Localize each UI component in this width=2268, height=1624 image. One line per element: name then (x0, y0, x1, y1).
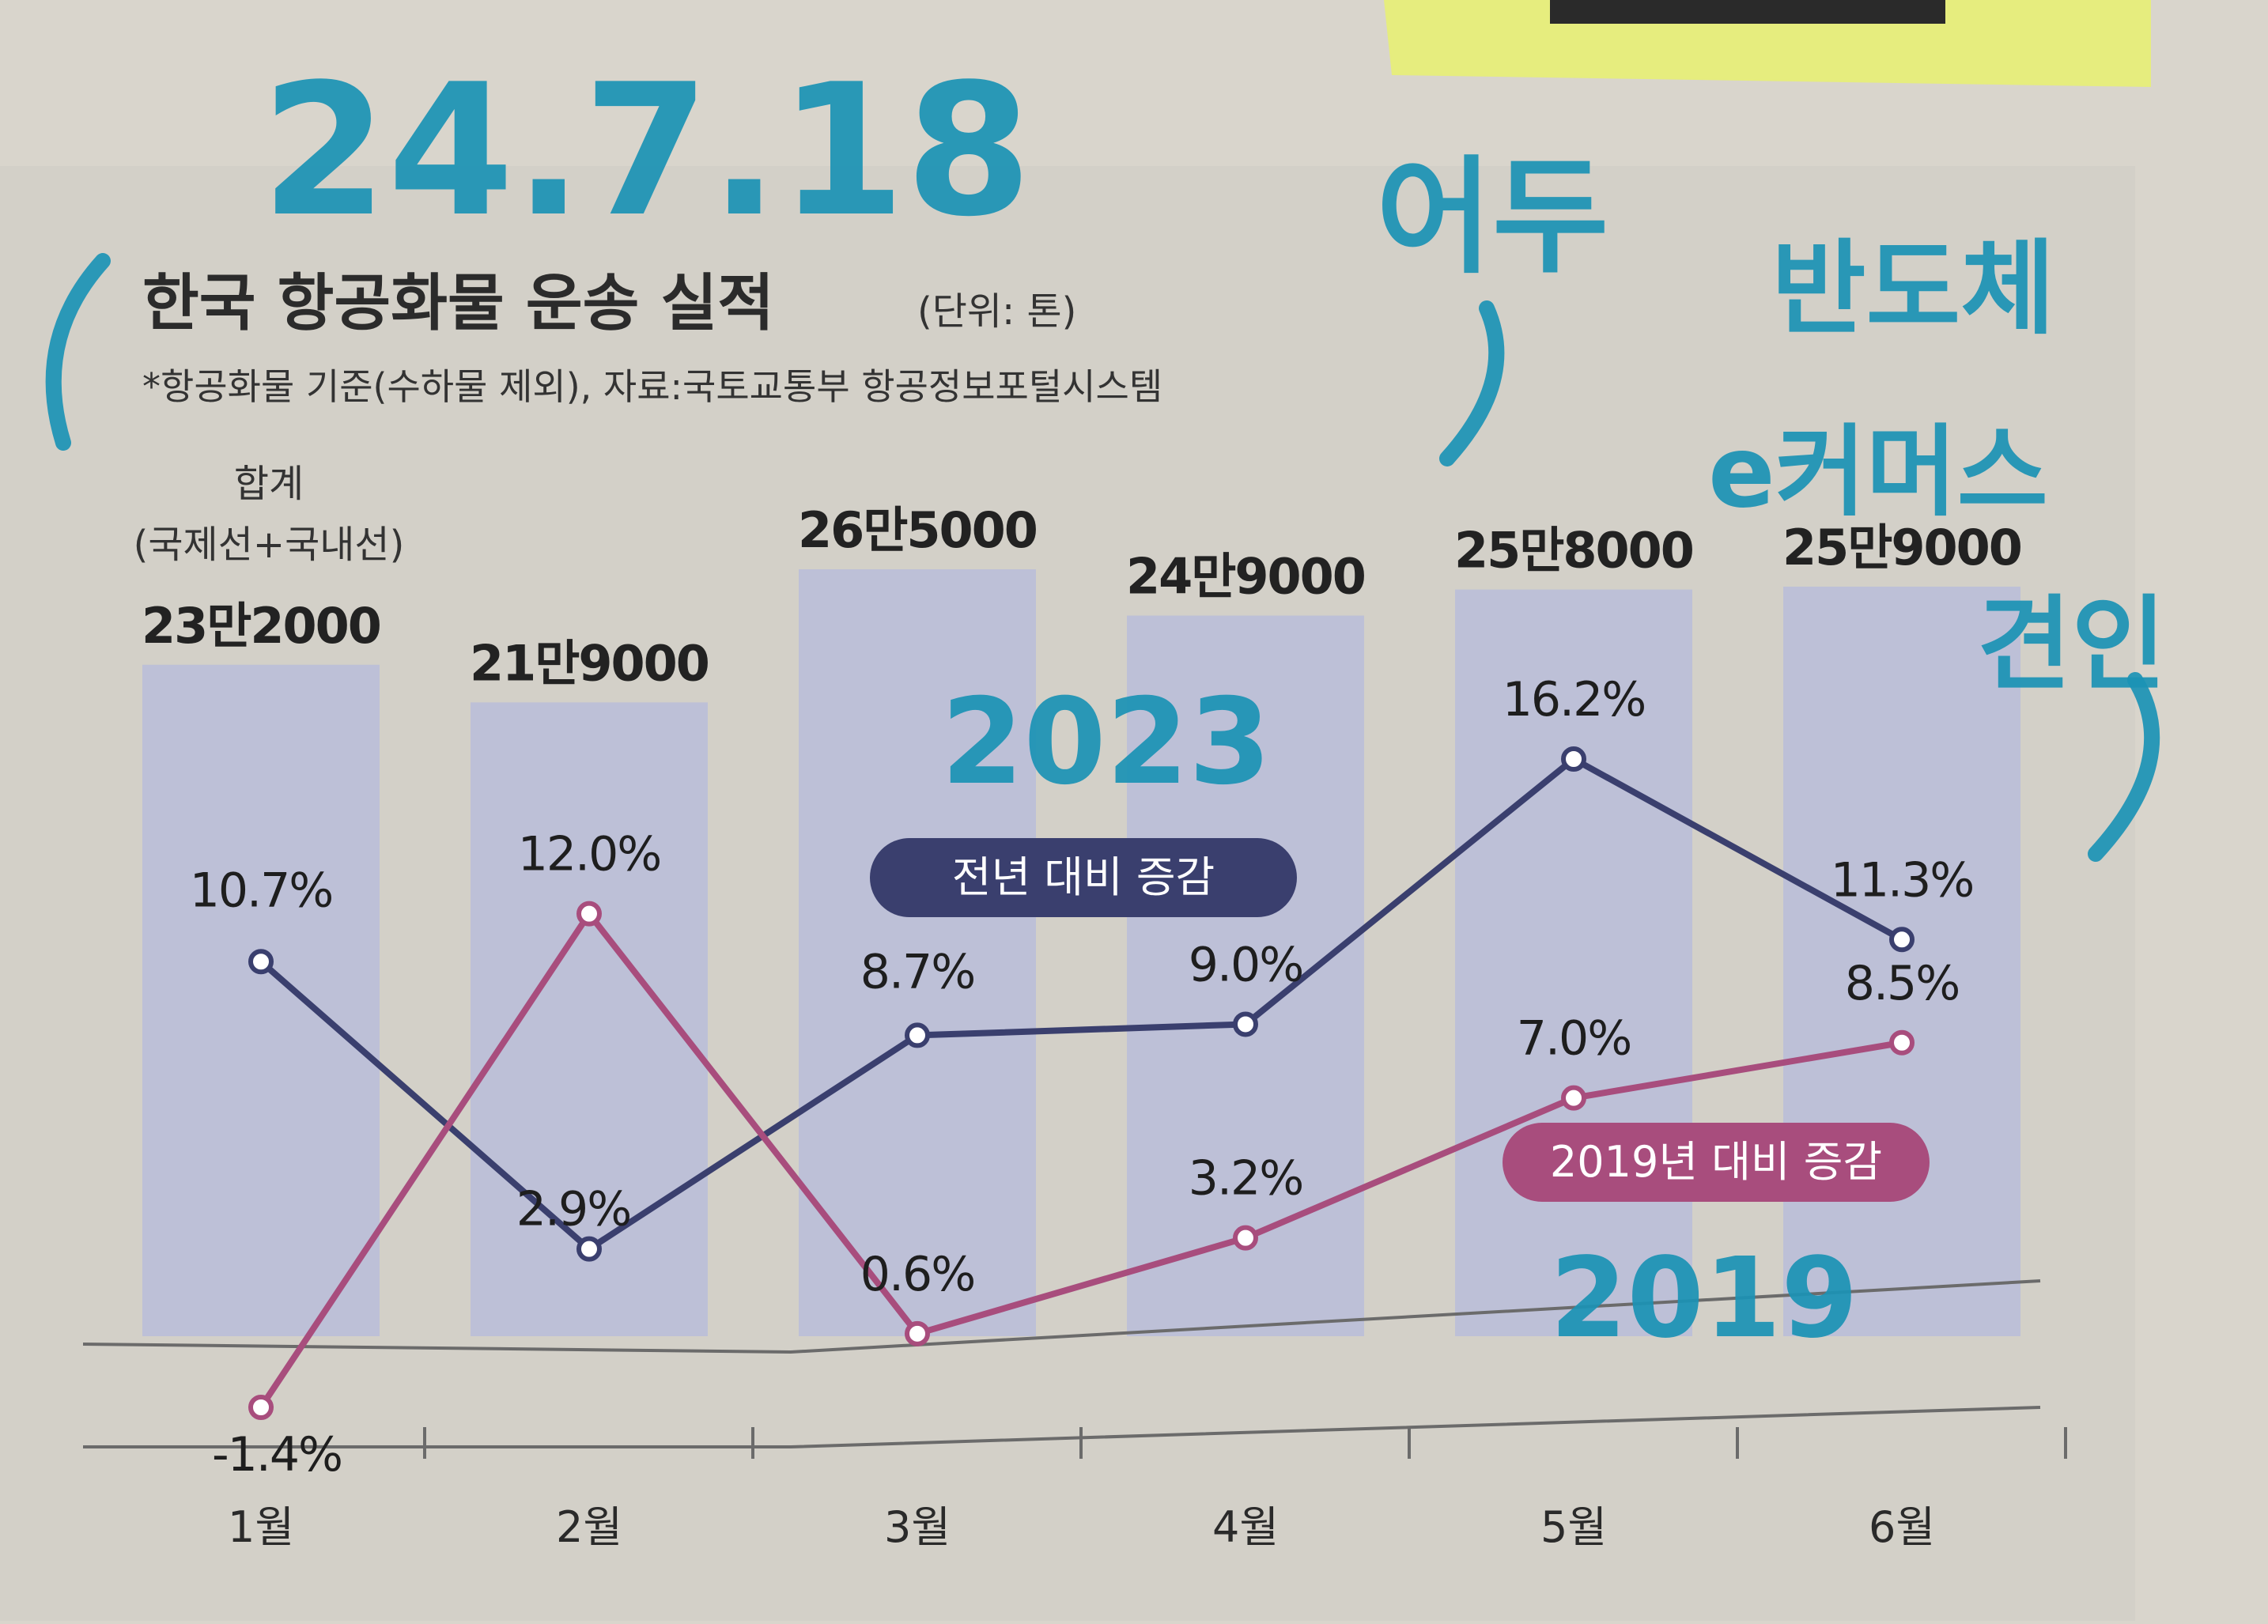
headline-fragment (1550, 0, 1945, 24)
series-1-label-4: 9.0% (1189, 937, 1302, 992)
handwritten-note-2: 반도체 (1771, 228, 2055, 349)
bar-4 (1127, 615, 1364, 1336)
handwritten-year-2023: 2023 (941, 674, 1271, 811)
series-1-label-1: 10.7% (190, 863, 333, 918)
legend-label-1: 전년 대비 증감 (952, 852, 1215, 902)
bar-value-label-3: 26만5000 (798, 501, 1037, 559)
series-1-point-4 (1233, 1011, 1258, 1037)
series-2-point-4 (1233, 1225, 1258, 1251)
month-label-2: 2월 (556, 1502, 622, 1552)
bar-3 (799, 569, 1036, 1336)
bar-1 (142, 664, 380, 1336)
series-2-point-2 (576, 901, 602, 927)
handwritten-close-paren (1439, 300, 1505, 466)
month-axis (83, 1406, 2041, 1448)
series-2-point-6 (1889, 1029, 1915, 1056)
month-label-5: 5월 (1540, 1502, 1607, 1552)
legend-pill-1 (870, 838, 1297, 917)
series-1-point-3 (905, 1022, 930, 1048)
month-label-3: 3월 (884, 1502, 951, 1552)
handwritten-date: 24.7.18 (261, 46, 1032, 257)
bar-value-label-1: 23만2000 (142, 597, 380, 655)
legend-label-2: 2019년 대비 증감 (1550, 1137, 1882, 1187)
baseline-axis (82, 1279, 2041, 1354)
month-label-4: 4월 (1212, 1502, 1279, 1552)
chart-note: *항공화물 기준(수하물 제외), 자료:국토교통부 항공정보포털시스템 (142, 365, 1162, 408)
handwritten-note-1: 어두 (1376, 143, 1608, 291)
axis-layer (82, 1279, 2067, 1459)
handwritten-note-3: e커머스 (1708, 415, 2048, 530)
series-1-point-1 (248, 949, 274, 975)
bar-value-label-5: 25만8000 (1454, 522, 1693, 580)
series-2-label-3: 0.6% (860, 1247, 974, 1302)
handwritten-open-paren (45, 253, 111, 451)
bar-value-label-6: 25만9000 (1782, 519, 2021, 576)
bar-6 (1783, 586, 2020, 1336)
lines-layer (248, 746, 1915, 1420)
bar-5 (1455, 589, 1692, 1336)
month-label-6: 6월 (1869, 1502, 1935, 1552)
series-2-point-1 (248, 1395, 274, 1420)
series-2-point-5 (1561, 1085, 1586, 1111)
series-1-label-3: 8.7% (860, 944, 974, 999)
series-2-label-2: 12.0% (518, 827, 661, 882)
series-line-2 (258, 910, 1903, 1410)
series-2-label-1: -1.4% (212, 1427, 342, 1482)
bar-series-label-1: 합계 (234, 462, 304, 506)
series-1-label-6: 11.3% (1831, 852, 1974, 908)
bars-layer (142, 569, 2020, 1336)
series-2-label-4: 3.2% (1189, 1151, 1302, 1207)
labels-layer: 23만2000 21만9000 26만5000 24만9000 25만8000 25만90… (142, 501, 2023, 1552)
series-2-label-5: 7.0% (1517, 1011, 1631, 1067)
handwritten-close-paren-2 (2088, 672, 2160, 862)
legend-pill-2 (1503, 1123, 1930, 1202)
handwritten-year-2019: 2019 (1550, 1234, 1858, 1363)
series-1-point-5 (1561, 746, 1586, 772)
chart-title: 한국 항공화물 운송 실적 (142, 268, 774, 339)
legend-layer: 전년 대비 증감 2019년 대비 증감 (870, 838, 1930, 1202)
series-1-point-6 (1889, 927, 1915, 953)
series-2-point-3 (905, 1320, 930, 1346)
month-label-1: 1월 (228, 1502, 294, 1552)
series-1-point-2 (576, 1236, 602, 1262)
series-2-label-6: 8.5% (1845, 956, 1959, 1011)
handwritten-annotations: 24.7.18 어두 반도체 e커머스 견인 2023 2019 (45, 46, 2166, 1363)
series-line-1 (259, 756, 1903, 1252)
bar-series-label-2: (국제선+국내선) (134, 523, 405, 567)
series-1-label-2: 2.9% (516, 1182, 630, 1237)
bar-value-label-4: 24만9000 (1126, 548, 1365, 606)
chart-unit: (단위: 톤) (917, 289, 1076, 334)
bar-value-label-2: 21만9000 (470, 634, 709, 692)
series-1-label-5: 16.2% (1503, 672, 1646, 727)
